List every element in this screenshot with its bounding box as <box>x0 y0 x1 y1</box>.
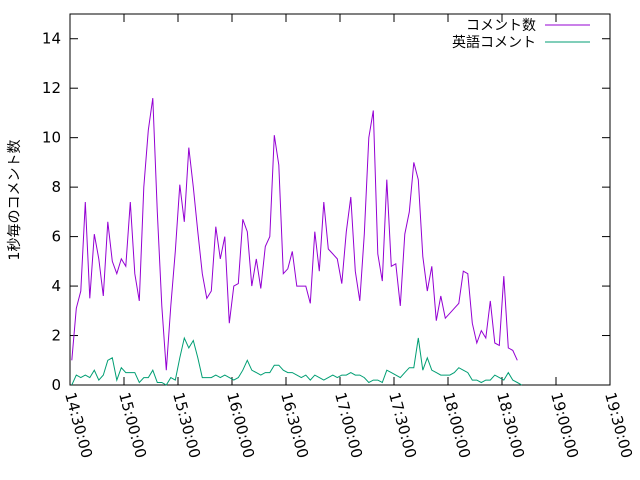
x-tick-label: 16:00:00 <box>223 390 258 460</box>
x-tick-label: 15:30:00 <box>169 390 204 460</box>
x-tick-label: 15:00:00 <box>115 390 150 460</box>
x-tick-label: 19:00:00 <box>547 390 582 460</box>
series-line-1 <box>71 336 523 386</box>
plot-area-frame <box>69 13 611 386</box>
x-tick-label: 16:30:00 <box>277 390 312 460</box>
y-axis-label: 1秒毎のコメント数 <box>7 140 23 261</box>
y-tick-label: 0 <box>51 376 61 394</box>
series-line-0 <box>71 98 518 371</box>
y-tick-label: 12 <box>42 79 61 97</box>
x-axis: 14:30:00 15:00:00 15:30:00 16:00:00 16:30:00… <box>61 14 636 460</box>
legend-label: 英語コメント <box>452 34 536 51</box>
x-tick-label: 18:30:00 <box>493 390 528 460</box>
x-tick-label: 18:00:00 <box>439 390 474 460</box>
legend-label: コメント数 <box>466 18 536 34</box>
y-tick-label: 4 <box>51 277 61 295</box>
y-tick-label: 2 <box>51 327 61 345</box>
series-lines <box>71 98 523 386</box>
x-tick-label: 19:30:00 <box>601 390 636 460</box>
x-tick-label: 17:30:00 <box>385 390 420 460</box>
x-tick-label: 14:30:00 <box>61 390 96 460</box>
y-tick-label: 6 <box>51 228 61 246</box>
y-axis: 0 2 4 6 8 10 12 14 <box>42 30 610 394</box>
y-tick-label: 10 <box>42 129 61 147</box>
y-tick-label: 14 <box>42 30 61 48</box>
y-tick-label: 8 <box>51 178 61 196</box>
x-tick-label: 17:00:00 <box>331 390 366 460</box>
